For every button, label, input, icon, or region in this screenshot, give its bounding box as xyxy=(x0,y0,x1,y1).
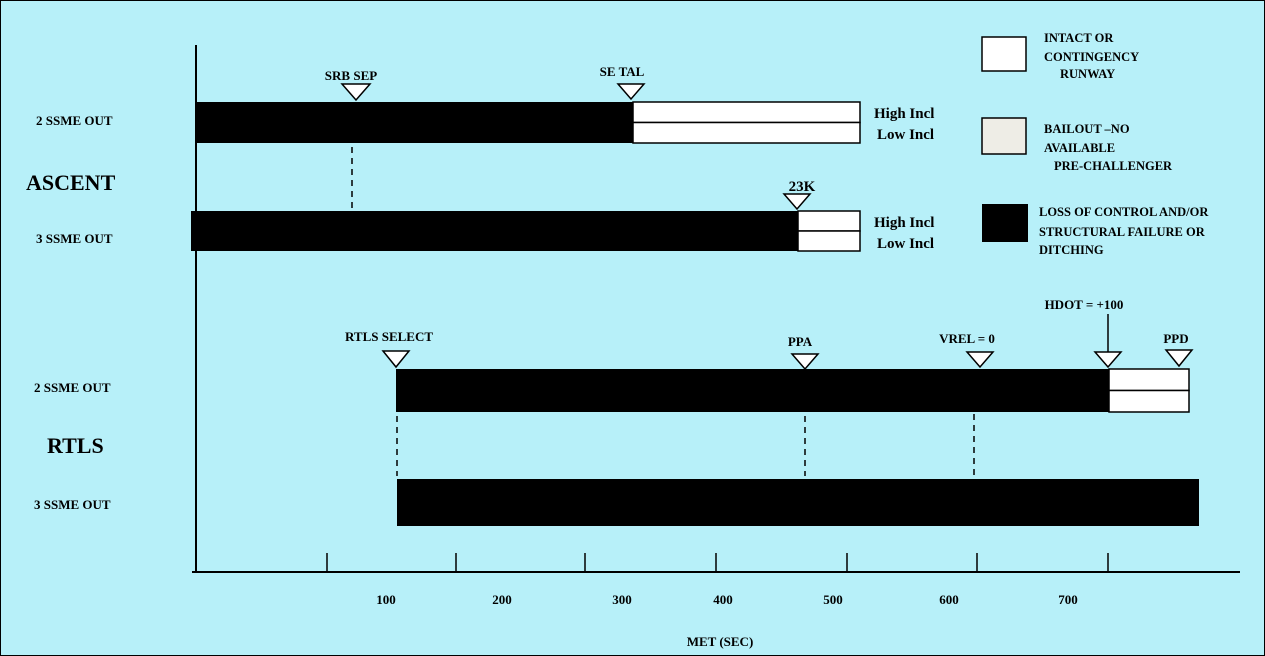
rtls-3ssme-label: 3 SSME OUT xyxy=(34,497,111,512)
23k-marker-label: 23K xyxy=(789,179,816,195)
x-tick-label: 300 xyxy=(612,592,632,607)
ppa-marker-triangle xyxy=(790,353,820,371)
legend-intact-line2: CONTINGENCY xyxy=(1044,50,1139,64)
loss-of-control-segment xyxy=(196,102,633,143)
ascent-2ssme-label: 2 SSME OUT xyxy=(36,113,113,128)
ascent-3ssme-low-incl-label: Low Incl xyxy=(877,236,934,252)
x-tick-label: 400 xyxy=(713,592,733,607)
srb-sep-marker-triangle xyxy=(340,83,372,102)
ascent-2ssme-high-incl-label: High Incl xyxy=(874,106,934,122)
x-tick-label: 500 xyxy=(823,592,843,607)
hdot-marker-label: HDOT = +100 xyxy=(1045,297,1124,312)
vrel-marker-label: VREL = 0 xyxy=(939,331,995,346)
legend-intact-swatch xyxy=(981,36,1027,72)
rtls-3ssme-bar xyxy=(397,479,1199,526)
ascent-2ssme-low-incl-label: Low Incl xyxy=(877,127,934,143)
intact-segment-top xyxy=(1108,368,1190,392)
legend-loss-swatch xyxy=(982,204,1028,242)
legend-intact-line1: INTACT OR xyxy=(1044,31,1114,45)
ascent-3ssme-label: 3 SSME OUT xyxy=(36,231,113,246)
x-tick-label: 200 xyxy=(492,592,512,607)
x-tick-label: 100 xyxy=(376,592,396,607)
ppd-marker-triangle xyxy=(1164,349,1194,368)
legend-bailout-swatch xyxy=(981,117,1027,155)
legend-intact-line3: RUNWAY xyxy=(1060,67,1115,81)
ascent-section-title: ASCENT xyxy=(26,170,116,195)
legend-bailout-line1: BAILOUT –NO xyxy=(1044,122,1130,136)
23k-marker-triangle xyxy=(782,193,812,211)
x-axis-title: MET (SEC) xyxy=(687,634,754,649)
se-tal-marker-triangle xyxy=(616,83,646,101)
legend-loss-line2: STRUCTURAL FAILURE OR xyxy=(1039,225,1206,239)
loss-of-control-segment xyxy=(191,211,798,251)
ascent-2ssme-bar xyxy=(196,101,861,144)
intact-segment-high-incl xyxy=(632,101,861,124)
legend-bailout-line2: AVAILABLE xyxy=(1044,141,1115,155)
srb-sep-marker-label: SRB SEP xyxy=(325,68,377,83)
intact-segment-bottom xyxy=(1108,389,1190,413)
legend: INTACT OR CONTINGENCY RUNWAY BAILOUT –NO… xyxy=(981,31,1209,257)
se-tal-marker-label: SE TAL xyxy=(600,64,645,79)
vrel-marker-triangle xyxy=(965,351,995,369)
intact-segment-low-incl xyxy=(632,121,861,144)
rtls-select-marker-triangle xyxy=(381,350,411,369)
legend-loss-line3: DITCHING xyxy=(1039,243,1104,257)
legend-bailout-line3: PRE-CHALLENGER xyxy=(1054,159,1173,173)
x-axis-ticks xyxy=(326,553,1109,572)
loss-of-control-segment xyxy=(396,369,1109,412)
rtls-2ssme-bar xyxy=(396,368,1190,413)
ppa-marker-label: PPA xyxy=(788,334,813,349)
hdot-marker-triangle xyxy=(1093,351,1123,369)
rtls-select-marker-label: RTLS SELECT xyxy=(345,329,433,344)
ascent-3ssme-high-incl-label: High Incl xyxy=(874,215,934,231)
x-tick-label: 600 xyxy=(939,592,959,607)
rtls-2ssme-label: 2 SSME OUT xyxy=(34,380,111,395)
ascent-3ssme-bar xyxy=(191,210,861,252)
rtls-section-title: RTLS xyxy=(47,433,104,458)
ppd-marker-label: PPD xyxy=(1163,331,1188,346)
intact-segment-low-incl xyxy=(797,230,861,252)
intact-segment-high-incl xyxy=(797,210,861,232)
x-axis-tick-labels: 100 200 300 400 500 600 700 xyxy=(376,592,1078,607)
x-tick-label: 700 xyxy=(1058,592,1078,607)
legend-loss-line1: LOSS OF CONTROL AND/OR xyxy=(1039,205,1209,219)
